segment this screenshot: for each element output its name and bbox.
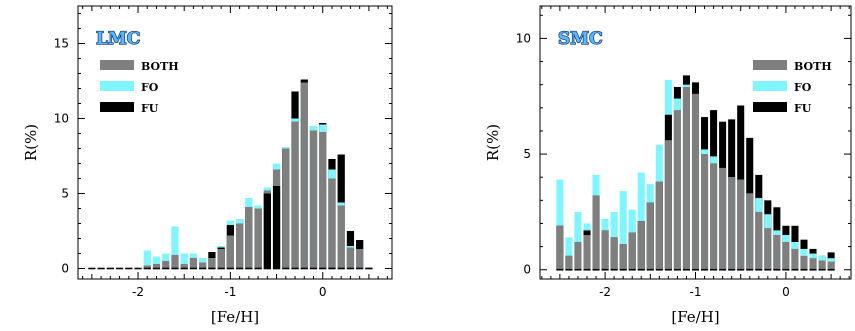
smc-bar-both bbox=[646, 202, 654, 270]
lmc-bar-both bbox=[309, 130, 318, 269]
smc-y-tick-label: 10 bbox=[516, 31, 531, 45]
smc-bar-both bbox=[737, 179, 745, 270]
lmc-bar-both bbox=[199, 262, 207, 269]
smc-bar-both bbox=[791, 248, 799, 270]
lmc-bar-both bbox=[328, 178, 336, 269]
lmc-y-tick-label: 10 bbox=[54, 112, 69, 126]
smc-bar-fo bbox=[574, 211, 582, 270]
smc-bar-both bbox=[637, 221, 645, 270]
smc-x-tick-label: -2 bbox=[599, 285, 611, 299]
lmc-bar-both bbox=[189, 258, 198, 269]
lmc-bar-fo bbox=[143, 250, 151, 269]
smc-bar-both bbox=[773, 235, 781, 270]
smc-bar-both bbox=[583, 235, 591, 270]
lmc-panel-title: LMC bbox=[96, 29, 140, 49]
smc-bar-both bbox=[619, 244, 627, 270]
lmc-bar-both bbox=[143, 265, 151, 269]
lmc-bar-both bbox=[217, 249, 225, 269]
lmc-bar-fo bbox=[180, 253, 188, 269]
smc-bar-both bbox=[592, 195, 600, 270]
smc-y-tick-label: 0 bbox=[523, 263, 531, 277]
smc-bar-both bbox=[556, 225, 564, 270]
smc-bar-both bbox=[728, 177, 736, 270]
smc-bar-both bbox=[691, 93, 700, 270]
smc-legend-label-both: BOTH bbox=[794, 60, 832, 73]
smc-bar-both bbox=[827, 261, 835, 270]
smc-bar-both bbox=[673, 110, 681, 270]
smc-bar-both bbox=[710, 163, 718, 270]
smc-bar-both bbox=[565, 255, 573, 270]
lmc-bar-both bbox=[152, 264, 161, 269]
lmc-bar-both bbox=[291, 121, 299, 269]
lmc-bar-fu bbox=[272, 186, 281, 269]
smc-legend-label-fo: FO bbox=[794, 81, 812, 94]
smc-legend-swatch-both bbox=[753, 60, 787, 70]
lmc-legend-swatch-both bbox=[100, 60, 134, 70]
lmc-bar-fu bbox=[263, 193, 271, 269]
smc-bar-both bbox=[800, 255, 808, 270]
smc-bar-both bbox=[701, 154, 709, 270]
lmc-y-tick-label: 5 bbox=[61, 187, 69, 201]
smc-bar-both bbox=[818, 260, 826, 270]
smc-bar-both bbox=[574, 241, 582, 270]
lmc-y-tick-label: 15 bbox=[54, 37, 69, 51]
smc-legend-label-fu: FU bbox=[794, 102, 812, 115]
lmc-bar-both bbox=[319, 132, 327, 269]
lmc-bar-both bbox=[208, 258, 216, 269]
smc-x-axis-label: [Fe/H] bbox=[671, 308, 719, 326]
smc-y-axis-label: R(%) bbox=[484, 124, 502, 161]
smc-bar-both bbox=[655, 181, 663, 270]
lmc-bar-both bbox=[282, 148, 290, 269]
smc-bar-both bbox=[782, 241, 790, 270]
lmc-bar-both bbox=[346, 247, 355, 269]
smc-bar-both bbox=[719, 167, 727, 270]
lmc-bar-both bbox=[337, 205, 345, 269]
smc-panel: -2 -1 0 0 5 10 [Fe/H] R(%) SMC BOTH FO FU bbox=[484, 5, 852, 326]
smc-bar-both bbox=[601, 230, 609, 270]
lmc-legend-label-fu: FU bbox=[141, 102, 159, 115]
smc-bar-both bbox=[682, 86, 690, 270]
lmc-y-tick-label: 0 bbox=[61, 262, 69, 276]
lmc-bar-both bbox=[236, 223, 244, 269]
smc-x-tick-label: 0 bbox=[782, 285, 790, 299]
lmc-x-tick-label: -2 bbox=[132, 285, 144, 299]
lmc-bar-both bbox=[226, 235, 234, 269]
smc-bar-both bbox=[746, 193, 754, 270]
smc-bar-both bbox=[755, 211, 763, 270]
smc-bar-both bbox=[664, 140, 672, 270]
lmc-bar-both bbox=[245, 207, 253, 269]
lmc-x-axis-label: [Fe/H] bbox=[211, 308, 259, 326]
smc-legend-swatch-fo bbox=[753, 81, 787, 91]
smc-bar-fo bbox=[565, 237, 573, 270]
lmc-x-tick-label: -1 bbox=[224, 285, 236, 299]
lmc-legend-swatch-fu bbox=[100, 102, 134, 112]
smc-bar-fo bbox=[556, 179, 564, 270]
smc-bar-both bbox=[610, 237, 618, 270]
lmc-legend-swatch-fo bbox=[100, 81, 134, 91]
smc-legend-swatch-fu bbox=[753, 102, 787, 112]
smc-panel-title: SMC bbox=[558, 29, 603, 49]
lmc-legend-label-fo: FO bbox=[141, 81, 159, 94]
lmc-bar-both bbox=[162, 261, 170, 269]
lmc-bar-fo bbox=[171, 226, 179, 269]
lmc-bar-both bbox=[171, 255, 179, 269]
lmc-bar-both bbox=[180, 264, 188, 269]
lmc-legend-label-both: BOTH bbox=[141, 60, 179, 73]
lmc-bar-both bbox=[356, 249, 364, 269]
lmc-y-axis-label: R(%) bbox=[22, 124, 40, 161]
smc-bar-fo bbox=[619, 191, 627, 270]
smc-bar-both bbox=[628, 232, 636, 270]
lmc-bar-both bbox=[254, 208, 262, 269]
smc-x-tick-label: -1 bbox=[690, 285, 702, 299]
smc-bar-both bbox=[809, 258, 817, 270]
smc-bar-both bbox=[764, 228, 772, 270]
lmc-bar-both bbox=[300, 82, 308, 269]
smc-y-tick-label: 5 bbox=[523, 147, 531, 161]
lmc-bar-fo bbox=[152, 256, 161, 269]
lmc-plot-frame bbox=[77, 5, 393, 280]
lmc-x-tick-label: 0 bbox=[319, 285, 327, 299]
